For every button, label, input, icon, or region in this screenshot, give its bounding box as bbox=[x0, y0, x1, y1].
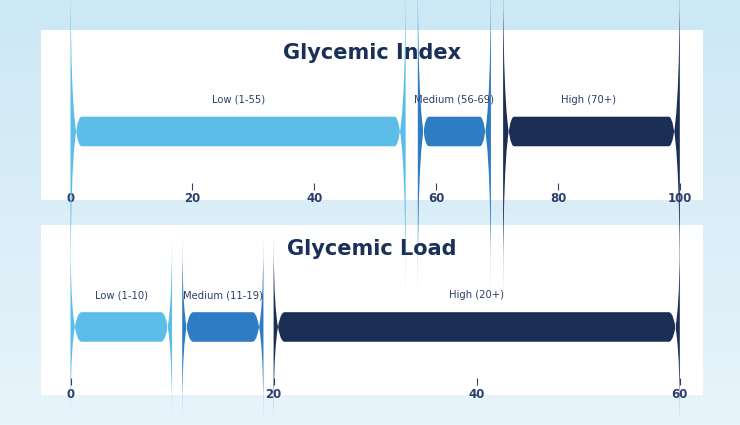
Text: Low (1-10): Low (1-10) bbox=[95, 290, 148, 300]
Text: Glycemic Load: Glycemic Load bbox=[287, 239, 457, 259]
Text: High (20+): High (20+) bbox=[449, 290, 504, 300]
Text: Low (1-55): Low (1-55) bbox=[212, 95, 265, 105]
Text: Medium (56-69): Medium (56-69) bbox=[414, 95, 494, 105]
Text: High (70+): High (70+) bbox=[561, 95, 616, 105]
FancyBboxPatch shape bbox=[34, 224, 710, 397]
FancyBboxPatch shape bbox=[34, 28, 710, 201]
FancyBboxPatch shape bbox=[274, 235, 680, 419]
FancyBboxPatch shape bbox=[503, 0, 680, 294]
FancyBboxPatch shape bbox=[182, 235, 263, 419]
Text: Medium (11-19): Medium (11-19) bbox=[183, 290, 263, 300]
FancyBboxPatch shape bbox=[418, 0, 491, 294]
FancyBboxPatch shape bbox=[70, 0, 406, 294]
FancyBboxPatch shape bbox=[70, 235, 172, 419]
Text: Glycemic Index: Glycemic Index bbox=[283, 43, 461, 63]
